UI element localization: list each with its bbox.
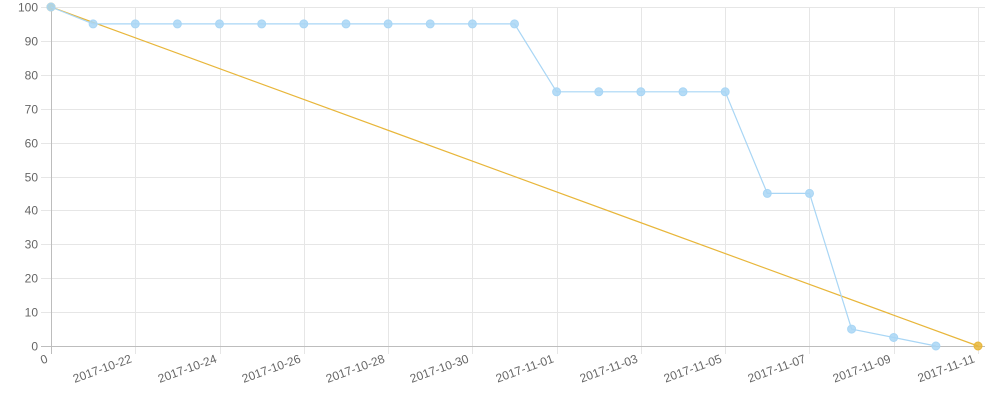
data-point: [257, 19, 267, 29]
data-point: [678, 87, 688, 97]
data-point: [425, 19, 435, 29]
data-point: [383, 19, 393, 29]
data-point: [973, 341, 983, 351]
y-tick-label: 60: [25, 137, 39, 151]
data-point: [552, 87, 562, 97]
x-tick-label: 2017-10-28: [324, 352, 387, 386]
data-point: [299, 19, 309, 29]
series-line: [50, 6, 979, 347]
data-point: [805, 188, 814, 198]
data-point: [594, 87, 604, 97]
series-layer: [46, 2, 983, 351]
y-tick-label: 10: [25, 306, 39, 320]
data-point: [510, 19, 519, 29]
x-axis-tick-labels: 0 2017-10-22 2017-10-24 2017-10-26 2017-10-2…: [38, 352, 976, 386]
x-tick-label: 2017-10-22: [71, 352, 134, 386]
x-tick-label: 2017-10-30: [408, 352, 471, 386]
y-axis-tick-labels: 0 10 20 30 40 50 60 70 80 90 100: [18, 1, 38, 354]
data-point: [46, 2, 56, 12]
y-tick-label: 50: [25, 171, 39, 185]
data-point: [88, 19, 98, 29]
y-tick-label: 40: [25, 204, 39, 218]
y-tick-label: 30: [25, 238, 39, 252]
data-point: [847, 324, 857, 334]
data-point: [889, 333, 899, 342]
x-tick-label: 2017-11-09: [831, 352, 893, 386]
x-tick-label: 2017-10-24: [156, 352, 219, 386]
data-point: [341, 19, 351, 29]
data-point: [215, 19, 224, 29]
y-tick-label: 90: [25, 35, 39, 49]
series-line: [50, 6, 937, 347]
axes: [41, 7, 985, 354]
data-point: [130, 19, 140, 29]
x-tick-label: 2017-11-11: [916, 352, 977, 386]
x-tick-label: 2017-11-05: [662, 352, 724, 386]
data-point: [172, 19, 182, 29]
y-tick-label: 70: [25, 103, 39, 117]
y-tick-label: 20: [25, 272, 39, 286]
y-tick-label: 0: [31, 340, 38, 354]
data-point: [720, 87, 730, 97]
data-point: [762, 188, 772, 198]
x-tick-label: 2017-10-26: [240, 352, 303, 386]
x-tick-label: 2017-11-01: [494, 352, 556, 386]
x-tick-label: 2017-11-07: [746, 352, 808, 386]
y-tick-label: 100: [18, 1, 38, 15]
data-point: [636, 87, 646, 97]
data-point: [467, 19, 477, 29]
x-tick-label: 0: [38, 352, 49, 368]
y-tick-label: 80: [25, 69, 39, 83]
data-point: [931, 341, 941, 351]
x-tick-label: 2017-11-03: [578, 352, 640, 386]
